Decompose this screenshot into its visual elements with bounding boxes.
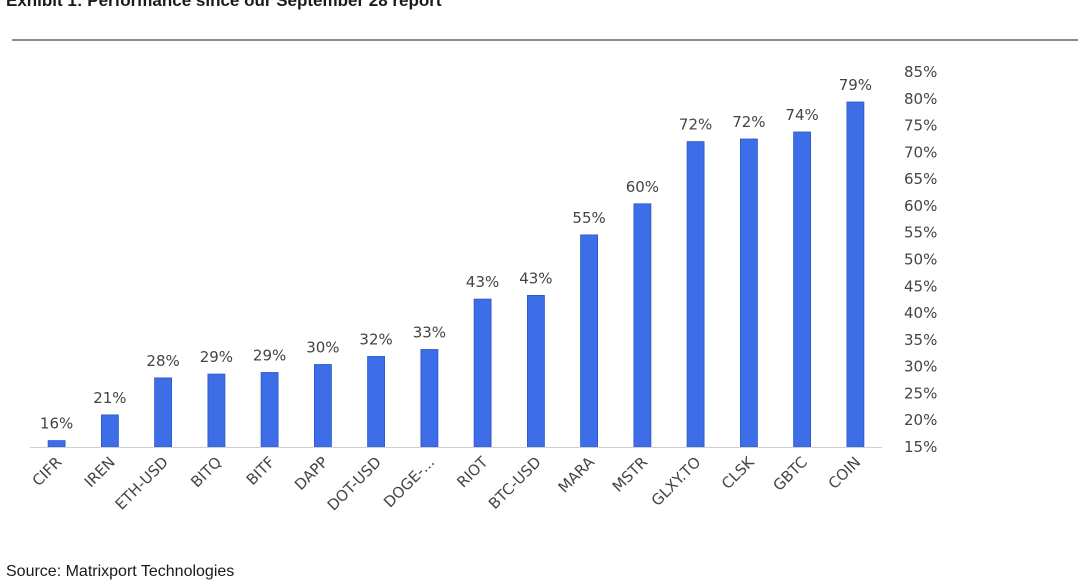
data-label: 60%: [626, 178, 659, 196]
category-label: BTC-USD: [485, 453, 545, 513]
bar-cifr: [47, 440, 66, 448]
bar-eth-usd: [154, 377, 173, 448]
category-label: CIFR: [29, 453, 66, 490]
y-tick-label: 40%: [904, 304, 937, 322]
category-label: IREN: [81, 453, 119, 491]
source-note: Source: Matrixport Technologies: [6, 563, 235, 580]
category-label: MSTR: [609, 453, 651, 495]
data-label: 79%: [839, 76, 872, 94]
category-label: DAPP: [291, 453, 332, 494]
bar-gbtc: [793, 131, 811, 448]
bar-bitf: [260, 372, 279, 448]
bar-chart: 16% 21% 28% 29% 29% 30% 32% 33% 43% 43% 55% 60% 72% 7…: [29, 63, 938, 514]
bar-coin: [846, 101, 865, 448]
y-axis-tick-group: 15% 20% 25% 30% 35% 40% 45% 50% 55% 60% 65% 70% 75% 8…: [904, 63, 937, 456]
y-tick-label: 60%: [904, 197, 937, 215]
category-label: GLXY.TO: [648, 453, 705, 510]
y-tick-label: 25%: [904, 384, 937, 402]
title-divider: [12, 39, 1078, 41]
chart-title: Exhibit 1: Performance since our Septemb…: [6, 0, 442, 10]
bar-glxy-to: [686, 141, 705, 448]
category-label: DOT-USD: [324, 453, 385, 514]
category-label: MARA: [555, 453, 599, 497]
bar-mara: [580, 234, 598, 448]
data-label: 30%: [306, 339, 339, 357]
y-tick-label: 50%: [904, 251, 937, 269]
bar-clsk: [740, 138, 758, 448]
category-label: CLSK: [718, 452, 759, 493]
y-tick-label: 45%: [904, 277, 937, 295]
bar-iren: [101, 414, 119, 448]
category-label: RIOT: [453, 453, 492, 492]
bar-btc-usd: [527, 294, 545, 448]
data-label: 32%: [359, 331, 392, 349]
y-tick-label: 35%: [904, 331, 937, 349]
data-label: 74%: [785, 106, 818, 124]
category-label: BITF: [243, 453, 279, 489]
category-label: ETH-USD: [112, 453, 172, 513]
bar-riot: [473, 298, 492, 448]
bar-dapp: [313, 364, 332, 448]
bar-mstr: [633, 203, 652, 448]
data-label: 43%: [466, 273, 499, 291]
bar-doge: [420, 349, 439, 448]
category-label: GBTC: [769, 453, 810, 494]
data-label: 16%: [40, 415, 73, 433]
data-label: 55%: [572, 209, 605, 227]
data-label: 21%: [93, 389, 126, 407]
y-tick-label: 30%: [904, 358, 937, 376]
bar-bitq: [207, 373, 226, 448]
data-label: 28%: [146, 352, 179, 370]
category-label: COIN: [825, 453, 865, 493]
bar-group: [47, 101, 865, 448]
y-tick-label: 55%: [904, 224, 937, 242]
data-label: 29%: [253, 347, 286, 365]
y-tick-label: 75%: [904, 117, 937, 135]
data-label: 29%: [200, 348, 233, 366]
data-label: 33%: [413, 324, 446, 342]
data-label: 43%: [519, 269, 552, 287]
y-tick-label: 80%: [904, 90, 937, 108]
bar-dot-usd: [367, 356, 386, 448]
data-label-group: 16% 21% 28% 29% 29% 30% 32% 33% 43% 43% 55% 60% 72% 7…: [40, 76, 872, 433]
y-tick-label: 85%: [904, 63, 937, 81]
category-label: BITQ: [187, 453, 225, 491]
data-label: 72%: [679, 116, 712, 134]
data-label: 72%: [732, 113, 765, 131]
y-tick-label: 20%: [904, 411, 937, 429]
y-tick-label: 70%: [904, 143, 937, 161]
y-tick-label: 15%: [904, 438, 937, 456]
y-tick-label: 65%: [904, 170, 937, 188]
category-label: DOGE-...: [380, 453, 438, 511]
